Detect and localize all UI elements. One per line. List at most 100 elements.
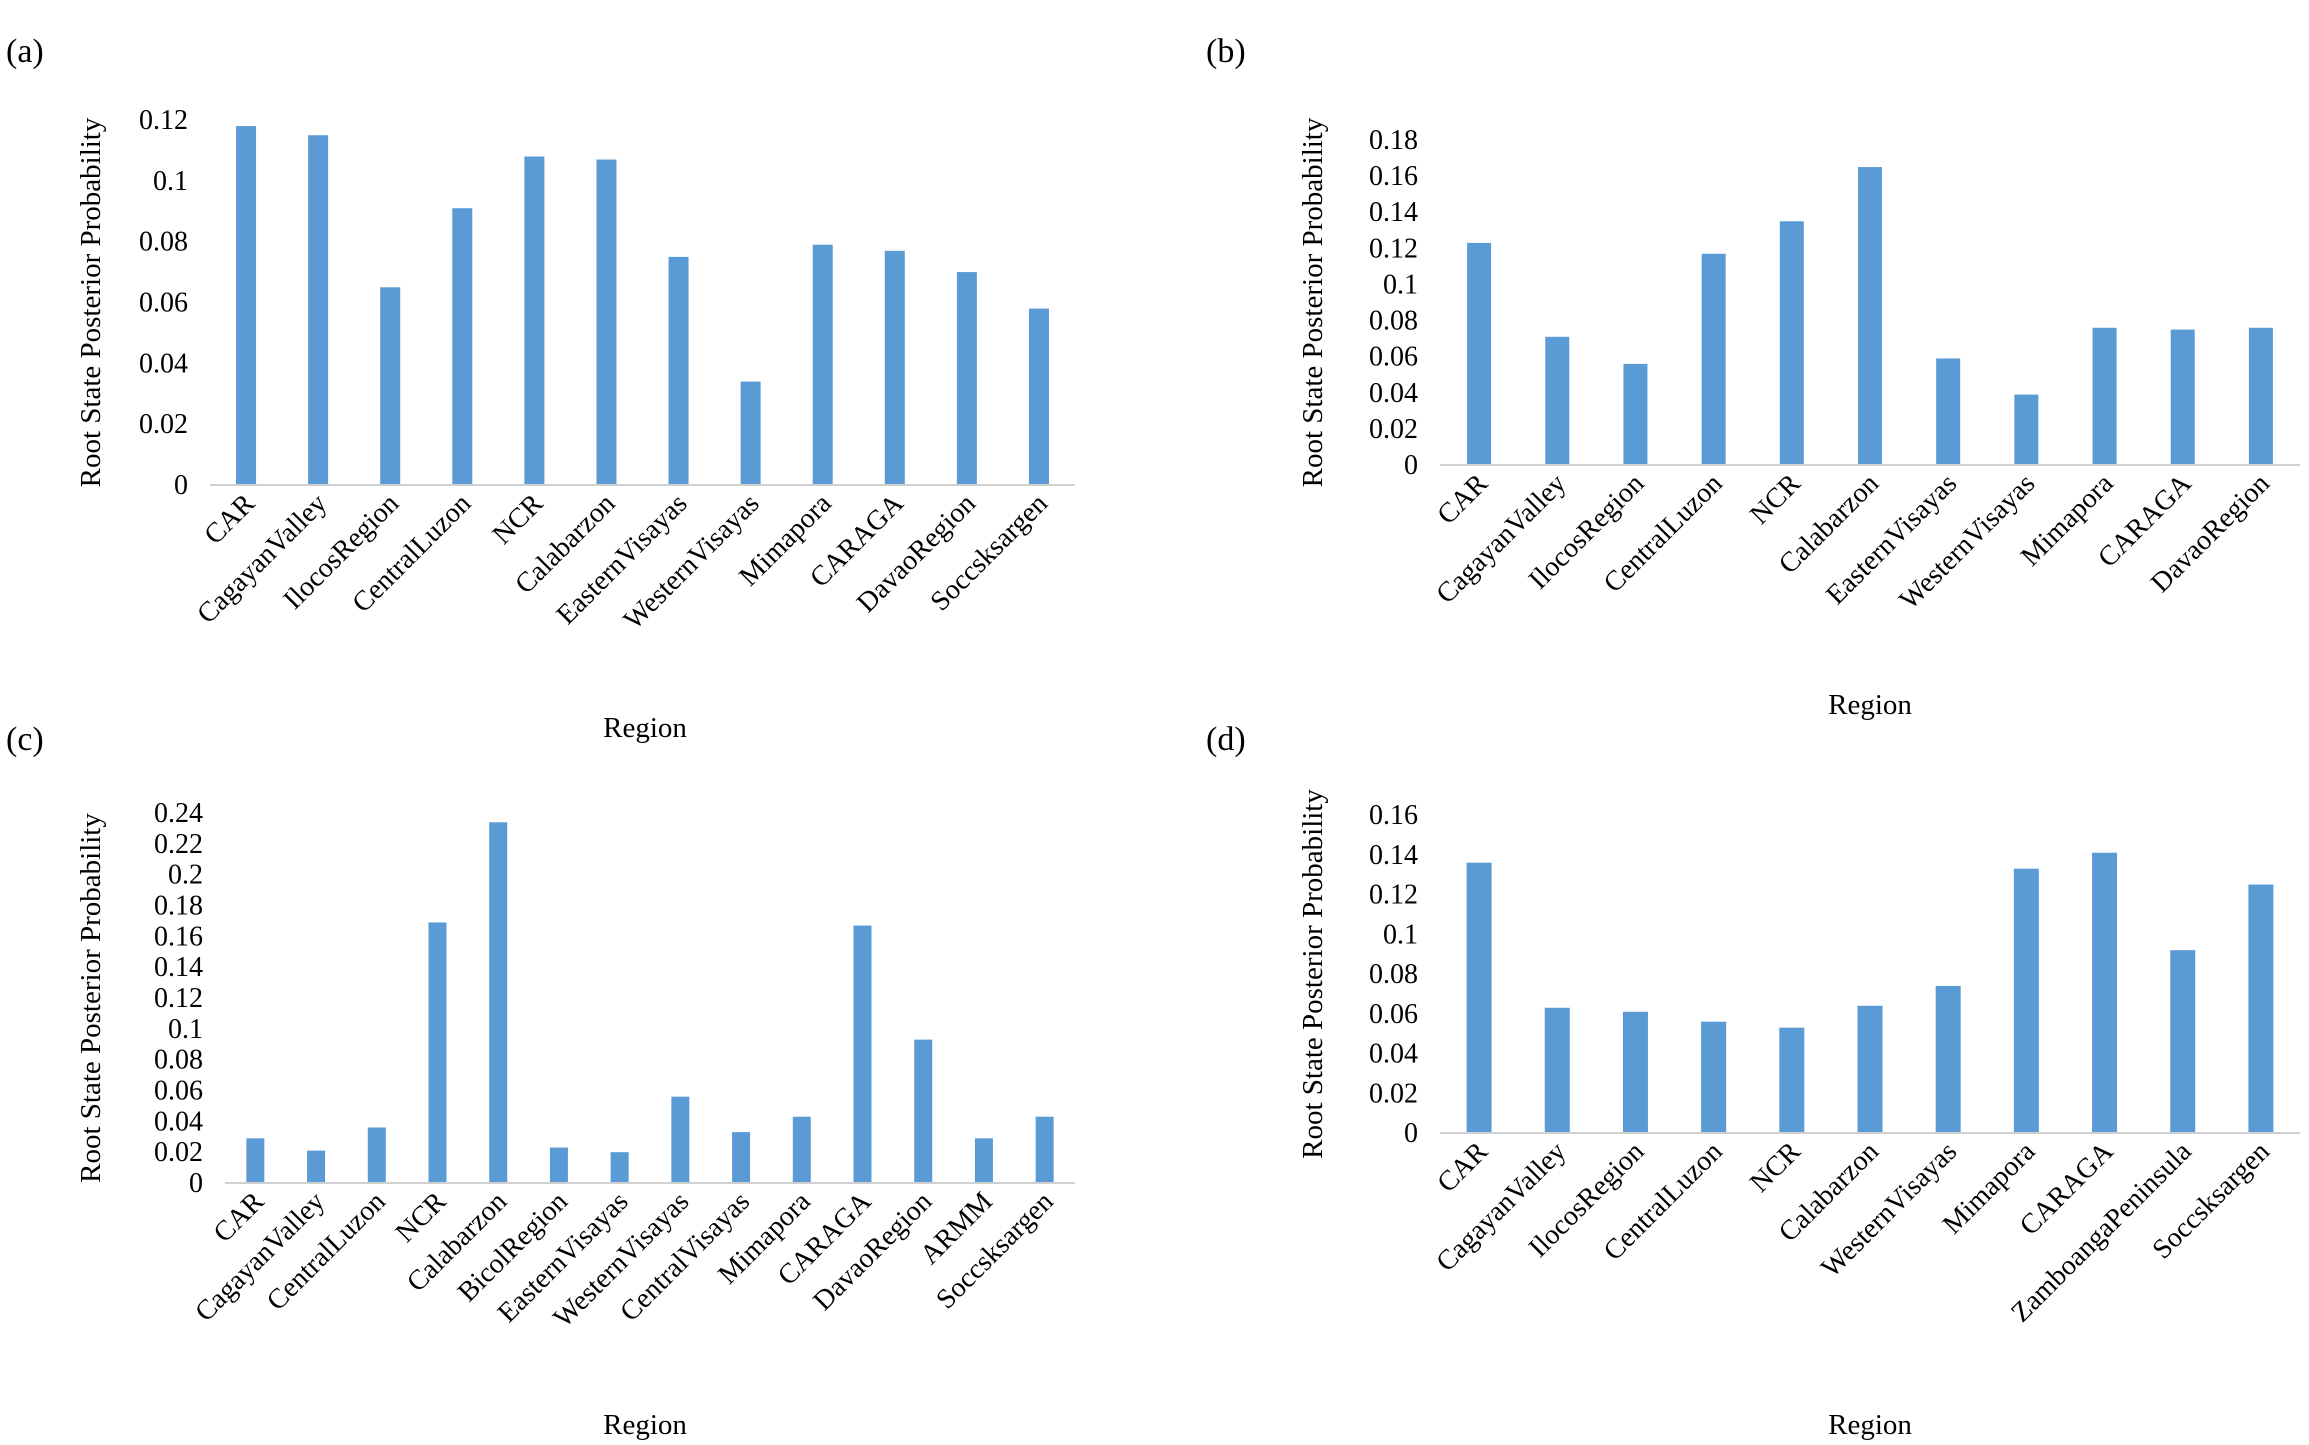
y-tick-label: 0.06 xyxy=(1369,342,1418,373)
y-axis-title: Root State Posterior Probability xyxy=(75,117,107,487)
x-axis-title: Region xyxy=(1828,1409,1912,1441)
category-label: WesternVisayas xyxy=(1894,468,2042,616)
y-tick-label: 0.24 xyxy=(154,798,203,829)
y-tick-label: 0.1 xyxy=(1383,919,1418,950)
y-tick-label: 0 xyxy=(1404,1118,1418,1149)
y-tick-label: 0 xyxy=(189,1168,203,1199)
bar xyxy=(524,156,545,485)
category-label: NCR xyxy=(487,488,550,551)
bar xyxy=(2092,327,2117,465)
chart-2: 00.020.040.060.080.10.120.140.160.18CARC… xyxy=(1297,117,2300,721)
bar xyxy=(1779,221,1804,465)
bar xyxy=(914,1039,933,1183)
y-tick-label: 0 xyxy=(174,470,188,501)
bar xyxy=(307,1150,326,1183)
y-tick-label: 0.12 xyxy=(1369,880,1418,911)
y-tick-label: 0.06 xyxy=(139,288,188,319)
y-tick-label: 0.08 xyxy=(1369,306,1418,337)
bar xyxy=(380,287,401,485)
bar xyxy=(549,1147,568,1183)
bar xyxy=(2170,950,2196,1133)
bar xyxy=(428,922,447,1183)
bar xyxy=(2092,852,2118,1133)
bar xyxy=(610,1152,629,1183)
bar xyxy=(792,1116,811,1183)
bar xyxy=(596,159,617,485)
y-axis-title: Root State Posterior Probability xyxy=(1297,789,1329,1159)
bar xyxy=(1544,1007,1570,1133)
y-tick-label: 0.04 xyxy=(1369,378,1418,409)
y-tick-label: 0.22 xyxy=(154,829,203,860)
bar xyxy=(1701,1021,1727,1133)
y-tick-label: 0.16 xyxy=(1369,161,1418,192)
bar xyxy=(1035,1116,1054,1183)
y-tick-label: 0.18 xyxy=(154,891,203,922)
bar xyxy=(2014,394,2039,465)
y-axis-title: Root State Posterior Probability xyxy=(1297,117,1329,487)
y-tick-label: 0.04 xyxy=(139,348,188,379)
category-label: CAR xyxy=(198,488,261,551)
bar xyxy=(452,208,473,486)
y-tick-label: 0.1 xyxy=(168,1014,203,1045)
x-axis-title: Region xyxy=(603,1409,687,1441)
panel-label-a: (a) xyxy=(6,33,44,70)
y-tick-label: 0.14 xyxy=(154,952,203,983)
bar xyxy=(1467,242,1492,465)
chart-3: 00.020.040.060.080.10.120.140.160.180.20… xyxy=(75,798,1075,1441)
y-tick-label: 0.02 xyxy=(154,1137,203,1168)
y-tick-label: 0.06 xyxy=(1369,999,1418,1030)
y-tick-label: 0.12 xyxy=(1369,233,1418,264)
bar xyxy=(1701,253,1726,465)
bar xyxy=(1623,363,1648,465)
y-tick-label: 0.14 xyxy=(1369,840,1418,871)
bar xyxy=(1857,1005,1883,1133)
bar xyxy=(236,126,257,485)
y-tick-label: 0.18 xyxy=(1369,125,1418,156)
y-tick-label: 0.04 xyxy=(1369,1039,1418,1070)
category-label: NCR xyxy=(1744,1136,1807,1199)
bar xyxy=(1779,1027,1805,1133)
panel-label-b: (b) xyxy=(1206,33,1246,70)
bar xyxy=(671,1096,690,1183)
panel-label-d: (d) xyxy=(1206,721,1246,758)
bar xyxy=(812,244,833,485)
y-tick-label: 0.14 xyxy=(1369,197,1418,228)
bar xyxy=(2248,884,2274,1133)
y-tick-label: 0 xyxy=(1404,450,1418,481)
bar xyxy=(1622,1011,1648,1133)
y-tick-label: 0.1 xyxy=(1383,269,1418,300)
y-tick-label: 0.02 xyxy=(1369,414,1418,445)
x-axis-title: Region xyxy=(603,712,687,744)
bar xyxy=(2248,327,2273,465)
bar xyxy=(1936,358,1961,465)
y-tick-label: 0.06 xyxy=(154,1076,203,1107)
bar xyxy=(668,256,689,485)
bar xyxy=(489,822,508,1183)
bar xyxy=(956,272,977,485)
y-tick-label: 0.16 xyxy=(154,921,203,952)
bar xyxy=(1858,167,1882,466)
y-axis-title: Root State Posterior Probability xyxy=(75,813,107,1183)
bar xyxy=(884,250,905,485)
y-tick-label: 0.02 xyxy=(139,409,188,440)
y-tick-label: 0.04 xyxy=(154,1106,203,1137)
bar xyxy=(853,925,872,1183)
category-label: CAR xyxy=(1431,468,1494,531)
bar xyxy=(1935,985,1961,1133)
y-tick-label: 0.08 xyxy=(1369,959,1418,990)
bar xyxy=(2013,868,2039,1133)
category-label: WesternVisayas xyxy=(1815,1136,1963,1284)
category-label: NCR xyxy=(1744,468,1807,531)
y-tick-label: 0.08 xyxy=(154,1045,203,1076)
bar xyxy=(740,381,761,485)
bar xyxy=(367,1127,386,1183)
bar xyxy=(1545,336,1570,465)
x-axis-title: Region xyxy=(1828,689,1912,721)
y-tick-label: 0.02 xyxy=(1369,1078,1418,1109)
y-tick-label: 0.1 xyxy=(153,166,188,197)
chart-1: 00.020.040.060.080.10.12CARCagayanValley… xyxy=(75,105,1075,744)
chart-4: 00.020.040.060.080.10.120.140.16CARCagay… xyxy=(1297,789,2300,1441)
bar xyxy=(308,135,329,486)
bar xyxy=(1466,862,1492,1133)
